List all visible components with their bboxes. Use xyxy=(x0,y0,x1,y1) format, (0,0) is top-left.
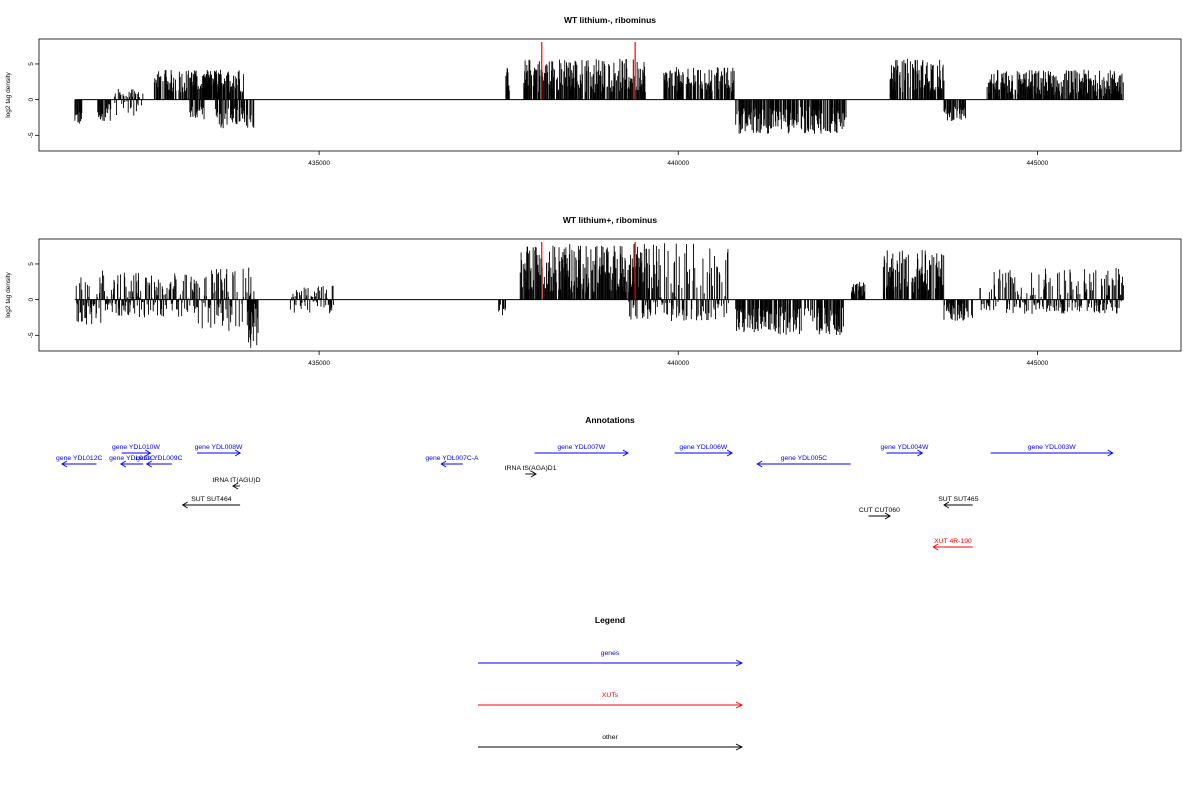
legend-arrowhead xyxy=(735,701,744,709)
y-axis-label: log2 tag density xyxy=(5,71,12,117)
legend-label: other xyxy=(602,734,618,741)
annotation-feature: XUT 4R-190 xyxy=(932,538,973,551)
annotation-feature: gene YDL011C xyxy=(109,455,155,468)
feature-arrowhead xyxy=(932,543,939,551)
feature-label: gene YDL010W xyxy=(112,444,160,451)
x-tick-label: 445000 xyxy=(1027,360,1049,367)
feature-arrowhead xyxy=(232,482,239,490)
annotation-feature: gene YDL005C xyxy=(756,455,851,468)
feature-label: tRNA tT(AGU)D xyxy=(213,477,261,484)
annotation-feature: SUT SUT464 xyxy=(181,496,241,509)
feature-arrowhead xyxy=(726,449,733,457)
x-tick-label: 440000 xyxy=(667,360,689,367)
y-tick-label: 0 xyxy=(28,297,35,301)
plot-area: 435000 440000 445000 -5 0 5 xyxy=(28,42,1124,167)
x-tick-label: 435000 xyxy=(308,160,330,167)
plot-frame xyxy=(38,38,1182,152)
feature-arrowhead xyxy=(181,501,188,509)
annotation-feature: gene YDL007W xyxy=(534,444,629,457)
feature-arrowhead xyxy=(884,512,891,520)
feature-arrowhead xyxy=(61,460,68,468)
x-tick-label: 435000 xyxy=(308,360,330,367)
y-tick-label: 5 xyxy=(28,62,35,66)
feature-arrowhead xyxy=(234,449,241,457)
feature-arrowhead xyxy=(440,460,447,468)
annotation-feature: gene YDL007C-A xyxy=(425,455,479,468)
feature-label: CUT CUT060 xyxy=(859,507,900,514)
annotation-features: gene YDL012C gene YDL011C gene YDL010W gene… xyxy=(56,444,1114,551)
feature-label: XUT 4R-190 xyxy=(934,538,972,545)
annotations-panel: Annotations gene YDL012C gene YDL011Cgene… xyxy=(56,415,1114,551)
feature-label: gene YDL005C xyxy=(781,455,827,462)
legend-label: genes xyxy=(601,650,620,657)
legend-entry: genes xyxy=(478,650,744,667)
feature-arrowhead xyxy=(917,449,924,457)
x-tick-label: 440000 xyxy=(667,160,689,167)
feature-label: gene YDL006W xyxy=(679,444,727,451)
feature-label: gene YDL012C xyxy=(56,455,102,462)
annotation-feature: gene YDL010W xyxy=(112,444,160,457)
feature-label: gene YDL009C xyxy=(136,455,182,462)
feature-arrowhead xyxy=(120,460,127,468)
legend-arrowhead xyxy=(735,743,744,751)
feature-label: SUT SUT465 xyxy=(938,496,979,503)
y-tick-label: 5 xyxy=(28,262,35,266)
y-axis-label: log2 tag density xyxy=(5,271,12,317)
legend-arrowhead xyxy=(735,659,744,667)
feature-arrowhead xyxy=(530,470,537,478)
feature-arrowhead xyxy=(756,460,763,468)
density-bars xyxy=(75,243,1124,348)
panel-lithium-plus: WT lithium+, ribominus log2 tag density … xyxy=(5,215,1182,367)
plot-frame xyxy=(38,238,1182,352)
feature-label: gene YDL003W xyxy=(1028,444,1076,451)
x-tick-label: 445000 xyxy=(1027,160,1049,167)
annotation-feature: gene YDL003W xyxy=(990,444,1114,457)
feature-label: SUT SUT464 xyxy=(191,496,232,503)
feature-label: gene YDL007W xyxy=(557,444,605,451)
legend-entry: XUTs xyxy=(478,692,744,709)
panel-title: WT lithium-, ribominus xyxy=(564,15,656,25)
annotation-feature: gene YDL004W xyxy=(881,444,929,457)
annotation-feature: gene YDL008W xyxy=(195,444,243,457)
feature-label: gene YDL008W xyxy=(195,444,243,451)
panel-title: WT lithium+, ribominus xyxy=(563,215,657,225)
feature-arrowhead xyxy=(943,501,950,509)
annotation-feature: gene YDL006W xyxy=(674,444,733,457)
feature-arrowhead xyxy=(145,460,152,468)
annotation-feature: tRNA tS(AGA)D1 xyxy=(505,465,557,478)
annotation-feature: tRNA tT(AGU)D xyxy=(213,477,261,490)
feature-label: gene YDL007C-A xyxy=(425,455,479,462)
annotation-feature: gene YDL009C xyxy=(136,455,183,468)
feature-arrowhead xyxy=(622,449,629,457)
annotation-feature: gene YDL012C xyxy=(56,455,102,468)
feature-arrowhead xyxy=(1107,449,1114,457)
legend-panel: Legend genes XUTs other xyxy=(478,615,744,751)
y-tick-label: -5 xyxy=(28,332,35,338)
feature-label: gene YDL004W xyxy=(881,444,929,451)
annotation-feature: CUT CUT060 xyxy=(859,507,900,520)
annotations-title: Annotations xyxy=(585,415,635,425)
legend-title: Legend xyxy=(595,615,625,625)
legend-entries: genes XUTs other xyxy=(478,650,744,751)
annotation-feature: SUT SUT465 xyxy=(938,496,979,509)
plot-area: 435000 440000 445000 -5 0 5 xyxy=(28,242,1124,367)
feature-label: tRNA tS(AGA)D1 xyxy=(505,465,557,472)
feature-arrowhead xyxy=(145,449,152,457)
legend-entry: other xyxy=(478,734,744,751)
y-tick-label: -5 xyxy=(28,132,35,138)
density-bars xyxy=(74,58,1124,134)
y-tick-label: 0 xyxy=(28,97,35,101)
legend-label: XUTs xyxy=(602,692,619,699)
panel-lithium-minus: WT lithium-, ribominus log2 tag density … xyxy=(5,15,1182,167)
feature-label: gene YDL011C xyxy=(109,455,155,462)
